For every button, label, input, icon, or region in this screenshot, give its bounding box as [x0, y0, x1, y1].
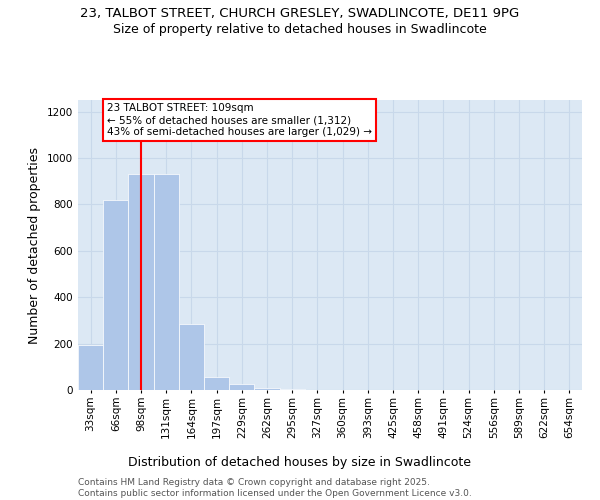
Bar: [128, 174, 154, 390]
Text: 23, TALBOT STREET, CHURCH GRESLEY, SWADLINCOTE, DE11 9PG: 23, TALBOT STREET, CHURCH GRESLEY, SWADL…: [80, 8, 520, 20]
Bar: [154, 174, 179, 390]
Bar: [229, 384, 254, 390]
Bar: [78, 344, 103, 390]
Text: Distribution of detached houses by size in Swadlincote: Distribution of detached houses by size …: [128, 456, 472, 469]
Bar: [254, 388, 280, 390]
Text: Contains HM Land Registry data © Crown copyright and database right 2025.
Contai: Contains HM Land Registry data © Crown c…: [78, 478, 472, 498]
Bar: [280, 389, 305, 390]
Y-axis label: Number of detached properties: Number of detached properties: [28, 146, 41, 344]
Bar: [103, 200, 128, 390]
Bar: [179, 324, 204, 390]
Bar: [204, 377, 229, 390]
Text: Size of property relative to detached houses in Swadlincote: Size of property relative to detached ho…: [113, 22, 487, 36]
Text: 23 TALBOT STREET: 109sqm
← 55% of detached houses are smaller (1,312)
43% of sem: 23 TALBOT STREET: 109sqm ← 55% of detach…: [107, 104, 372, 136]
